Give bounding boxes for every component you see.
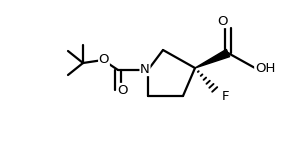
Text: O: O	[99, 53, 109, 66]
Polygon shape	[195, 49, 230, 68]
Text: F: F	[222, 90, 230, 103]
Text: O: O	[218, 15, 228, 28]
Text: O: O	[118, 83, 128, 96]
Text: N: N	[140, 62, 150, 75]
Text: OH: OH	[255, 62, 275, 74]
